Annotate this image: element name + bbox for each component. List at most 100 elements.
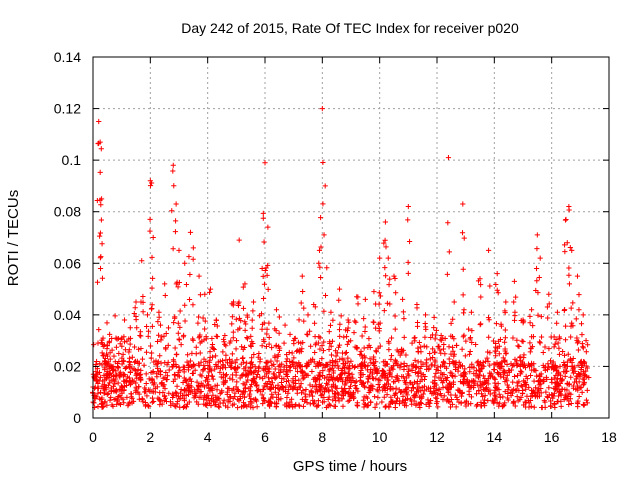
data-point-band bbox=[419, 384, 425, 391]
data-point-band bbox=[558, 398, 564, 404]
data-point-peak-cluster bbox=[94, 377, 100, 383]
data-point-peak-cluster bbox=[229, 314, 235, 320]
data-point-band bbox=[344, 341, 350, 347]
data-point-peak-cluster bbox=[461, 307, 467, 313]
data-point-peak-cluster bbox=[414, 323, 421, 330]
data-point-band bbox=[360, 381, 366, 387]
data-point-band bbox=[370, 361, 377, 367]
data-point-band bbox=[347, 374, 353, 380]
data-point-peak-cluster bbox=[229, 351, 235, 357]
data-point-peak bbox=[250, 299, 257, 305]
data-point-band bbox=[101, 372, 107, 378]
data-point-band bbox=[538, 381, 544, 387]
data-point-band bbox=[198, 388, 204, 395]
data-point-band bbox=[256, 350, 262, 357]
data-point-band bbox=[413, 401, 419, 407]
data-point-peak-cluster bbox=[147, 216, 153, 222]
data-point-band bbox=[514, 337, 520, 343]
data-point-band bbox=[266, 399, 272, 405]
data-point-peak-cluster bbox=[371, 354, 377, 360]
data-point-band bbox=[91, 400, 97, 406]
data-point-band bbox=[391, 392, 398, 398]
data-point-band bbox=[343, 380, 349, 386]
data-point-peak-cluster bbox=[377, 293, 384, 299]
data-point-band bbox=[181, 369, 187, 375]
data-point-peak bbox=[121, 317, 128, 323]
data-point-band bbox=[340, 388, 346, 394]
data-point-band bbox=[459, 346, 465, 352]
data-point-band bbox=[143, 380, 149, 387]
data-point-band bbox=[115, 380, 121, 386]
data-point-band bbox=[497, 400, 503, 406]
data-point-band bbox=[319, 399, 326, 405]
data-point-band bbox=[233, 384, 239, 390]
data-point-peak-cluster bbox=[206, 289, 213, 295]
data-point-band bbox=[427, 398, 434, 404]
data-point-band bbox=[135, 367, 141, 373]
data-point-band bbox=[312, 349, 318, 356]
data-point-peak-cluster bbox=[163, 330, 169, 337]
data-point-band bbox=[487, 362, 493, 368]
data-point-peak-cluster bbox=[134, 325, 140, 331]
data-point-peak bbox=[328, 309, 334, 315]
data-point-peak bbox=[222, 332, 228, 339]
data-point-band bbox=[405, 371, 411, 377]
data-point-band bbox=[350, 395, 357, 401]
data-point-peak-cluster bbox=[584, 365, 590, 371]
data-point-band bbox=[269, 345, 275, 351]
data-point-band bbox=[514, 394, 520, 400]
data-point-band bbox=[362, 363, 368, 369]
data-point-band bbox=[145, 333, 151, 339]
data-point-band bbox=[340, 361, 346, 367]
data-point-band bbox=[136, 396, 142, 402]
data-point-band bbox=[326, 394, 332, 400]
data-point-peak bbox=[170, 162, 176, 168]
data-point-band bbox=[227, 340, 233, 346]
data-point-band bbox=[461, 373, 467, 379]
data-point-band bbox=[515, 383, 521, 389]
data-point-band bbox=[133, 388, 139, 394]
data-point-band bbox=[313, 377, 320, 383]
data-point-band bbox=[581, 402, 587, 408]
data-point-peak-cluster bbox=[564, 240, 570, 246]
data-point-band bbox=[465, 380, 471, 386]
data-point-band bbox=[99, 350, 105, 356]
data-point-band bbox=[309, 368, 315, 375]
data-point-band bbox=[495, 371, 501, 377]
data-point-peak-cluster bbox=[265, 286, 271, 292]
data-point-peak-cluster bbox=[92, 384, 98, 390]
data-point-band bbox=[517, 354, 523, 361]
data-point-band bbox=[154, 384, 160, 390]
data-point-band bbox=[248, 333, 254, 340]
data-point-band bbox=[454, 342, 460, 348]
data-point-band bbox=[196, 362, 202, 369]
data-point-band bbox=[209, 335, 215, 342]
data-point-band bbox=[206, 385, 212, 391]
data-point-band bbox=[416, 339, 422, 346]
chart-title: Day 242 of 2015, Rate Of TEC Index for r… bbox=[181, 20, 519, 36]
data-point-band bbox=[296, 317, 302, 323]
data-point-band bbox=[447, 381, 453, 387]
data-point-band bbox=[431, 383, 438, 389]
data-point-peak bbox=[486, 247, 492, 253]
data-point-band bbox=[450, 316, 456, 322]
data-point-band bbox=[219, 358, 226, 364]
data-point-band bbox=[415, 373, 421, 379]
data-point-peak-cluster bbox=[318, 214, 324, 221]
data-point-peak-cluster bbox=[405, 270, 411, 276]
data-point-band bbox=[315, 402, 322, 408]
data-point-band bbox=[407, 380, 413, 386]
data-point-peak bbox=[299, 273, 305, 279]
data-point-peak-cluster bbox=[460, 310, 467, 316]
data-point-band bbox=[294, 348, 300, 354]
data-point-band bbox=[545, 394, 551, 401]
data-point-peak-cluster bbox=[452, 360, 458, 366]
data-point-band bbox=[554, 382, 560, 388]
data-point-peak-cluster bbox=[170, 246, 176, 252]
data-point-peak-cluster bbox=[330, 357, 336, 364]
data-point-band bbox=[177, 404, 183, 410]
data-point-band bbox=[292, 403, 298, 409]
data-point-band bbox=[501, 339, 508, 345]
data-point-peak-cluster bbox=[322, 292, 329, 299]
data-point-band bbox=[162, 386, 168, 392]
